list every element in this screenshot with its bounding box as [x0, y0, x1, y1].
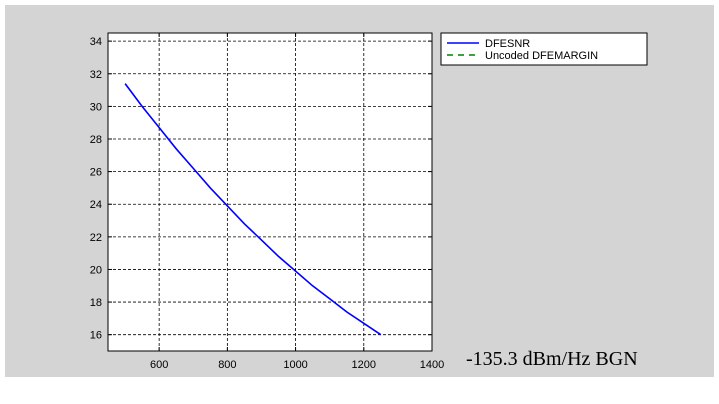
- legend-label-1: Uncoded DFEMARGIN: [485, 50, 598, 62]
- y-tick-label: 32: [90, 69, 102, 81]
- x-tick-label: 1200: [352, 359, 376, 371]
- y-tick-label: 26: [90, 167, 102, 179]
- legend-label-0: DFESNR: [485, 38, 530, 50]
- axes-background: [108, 33, 432, 351]
- y-tick-label: 16: [90, 330, 102, 342]
- x-tick-label: 1400: [420, 359, 444, 371]
- axes-frame: [107, 32, 433, 352]
- y-tick-label: 22: [90, 232, 102, 244]
- y-tick-label: 34: [90, 36, 102, 48]
- y-tick-label: 28: [90, 134, 102, 146]
- legend-box: [440, 32, 648, 66]
- axis-ticks: 600 800 1000 1200 1400 16 18 20 22 24 26 28 30 32 34: [90, 33, 444, 371]
- background-noise-annotation: -135.3 dBm/Hz BGN: [466, 348, 638, 370]
- y-tick-label: 20: [90, 264, 102, 276]
- y-tick-label: 24: [90, 199, 102, 211]
- grid-lines: [108, 33, 432, 351]
- y-tick-label: 30: [90, 101, 102, 113]
- x-tick-label: 1000: [283, 359, 307, 371]
- x-tick-label: 600: [150, 359, 168, 371]
- series-lines: [124, 83, 382, 336]
- series-line-0: [124, 83, 382, 336]
- x-tick-label: 800: [218, 359, 236, 371]
- y-tick-label: 18: [90, 297, 102, 309]
